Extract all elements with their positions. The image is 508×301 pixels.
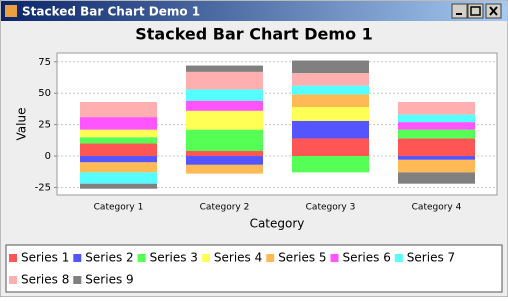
bar-segment	[292, 107, 369, 121]
legend-swatch	[394, 254, 403, 262]
bar-segment	[186, 156, 263, 165]
x-tick-label: Category 1	[94, 203, 144, 213]
legend-swatch	[330, 254, 339, 262]
bar-segment	[80, 183, 157, 189]
legend-swatch	[9, 254, 17, 262]
bar-segment	[292, 85, 369, 95]
title-bar	[1, 1, 507, 21]
bar-segment	[186, 89, 263, 101]
bar-segment	[398, 138, 475, 157]
x-axis-label: Category	[250, 217, 305, 231]
y-tick-label: 50	[38, 88, 51, 99]
bar-segment	[80, 102, 157, 118]
window-buttons[interactable]	[451, 3, 502, 19]
legend-label: Series 9	[85, 273, 133, 287]
bar-segment	[398, 114, 475, 123]
bar-segment	[398, 122, 475, 130]
legend-swatch	[201, 254, 210, 262]
legend-label: Series 6	[343, 251, 391, 265]
bar-segment	[292, 120, 369, 139]
bar-segment	[80, 129, 157, 138]
legend-swatch	[9, 276, 17, 284]
bar-segment	[292, 156, 369, 173]
bar-segment	[292, 73, 369, 86]
legend-label: Series 1	[21, 251, 69, 265]
bar-segment	[186, 164, 263, 174]
y-tick-label: 0	[45, 151, 51, 162]
bar-segment	[186, 65, 263, 72]
y-tick-label: 75	[38, 57, 51, 68]
bar-segment	[186, 110, 263, 130]
bar-segment	[80, 117, 157, 130]
y-tick-label: -25	[35, 182, 51, 193]
bar-segment	[80, 172, 157, 184]
x-tick-label: Category 3	[306, 203, 356, 213]
bar-segment	[398, 129, 475, 139]
bar-segment	[186, 100, 263, 111]
bar-segment	[292, 94, 369, 108]
legend-label: Series 3	[150, 251, 198, 265]
bar-segment	[186, 71, 263, 90]
bar-segment	[398, 159, 475, 173]
legend-label: Series 4	[214, 251, 262, 265]
x-tick-label: Category 2	[200, 203, 250, 213]
x-tick-label: Category 4	[412, 203, 462, 213]
y-axis-label: Value	[15, 108, 29, 141]
minimize-button[interactable]	[451, 3, 468, 19]
chart-title: Stacked Bar Chart Demo 1	[135, 25, 373, 44]
bar-segment	[398, 156, 475, 160]
bar-segment	[80, 137, 157, 144]
bar-segment	[80, 143, 157, 157]
legend-swatch	[137, 254, 146, 262]
y-tick-label: 25	[38, 120, 51, 131]
window-title: Stacked Bar Chart Demo 1	[22, 5, 200, 19]
legend-label: Series 8	[21, 273, 69, 287]
legend-label: Series 7	[407, 251, 455, 265]
legend-label: Series 2	[85, 251, 133, 265]
window-icon	[5, 5, 17, 17]
bar-segment	[398, 172, 475, 184]
bar-segment	[398, 102, 475, 115]
bar-segment	[292, 60, 369, 74]
legend	[5, 244, 503, 293]
bar-segment	[80, 162, 157, 173]
bar-segment	[186, 129, 263, 152]
legend-swatch	[73, 254, 82, 262]
legend-swatch	[266, 254, 275, 262]
legend-label: Series 5	[278, 251, 326, 265]
bar-segment	[292, 138, 369, 157]
legend-swatch	[73, 276, 82, 284]
bar-segment	[186, 151, 263, 157]
bar-segment	[80, 156, 157, 163]
